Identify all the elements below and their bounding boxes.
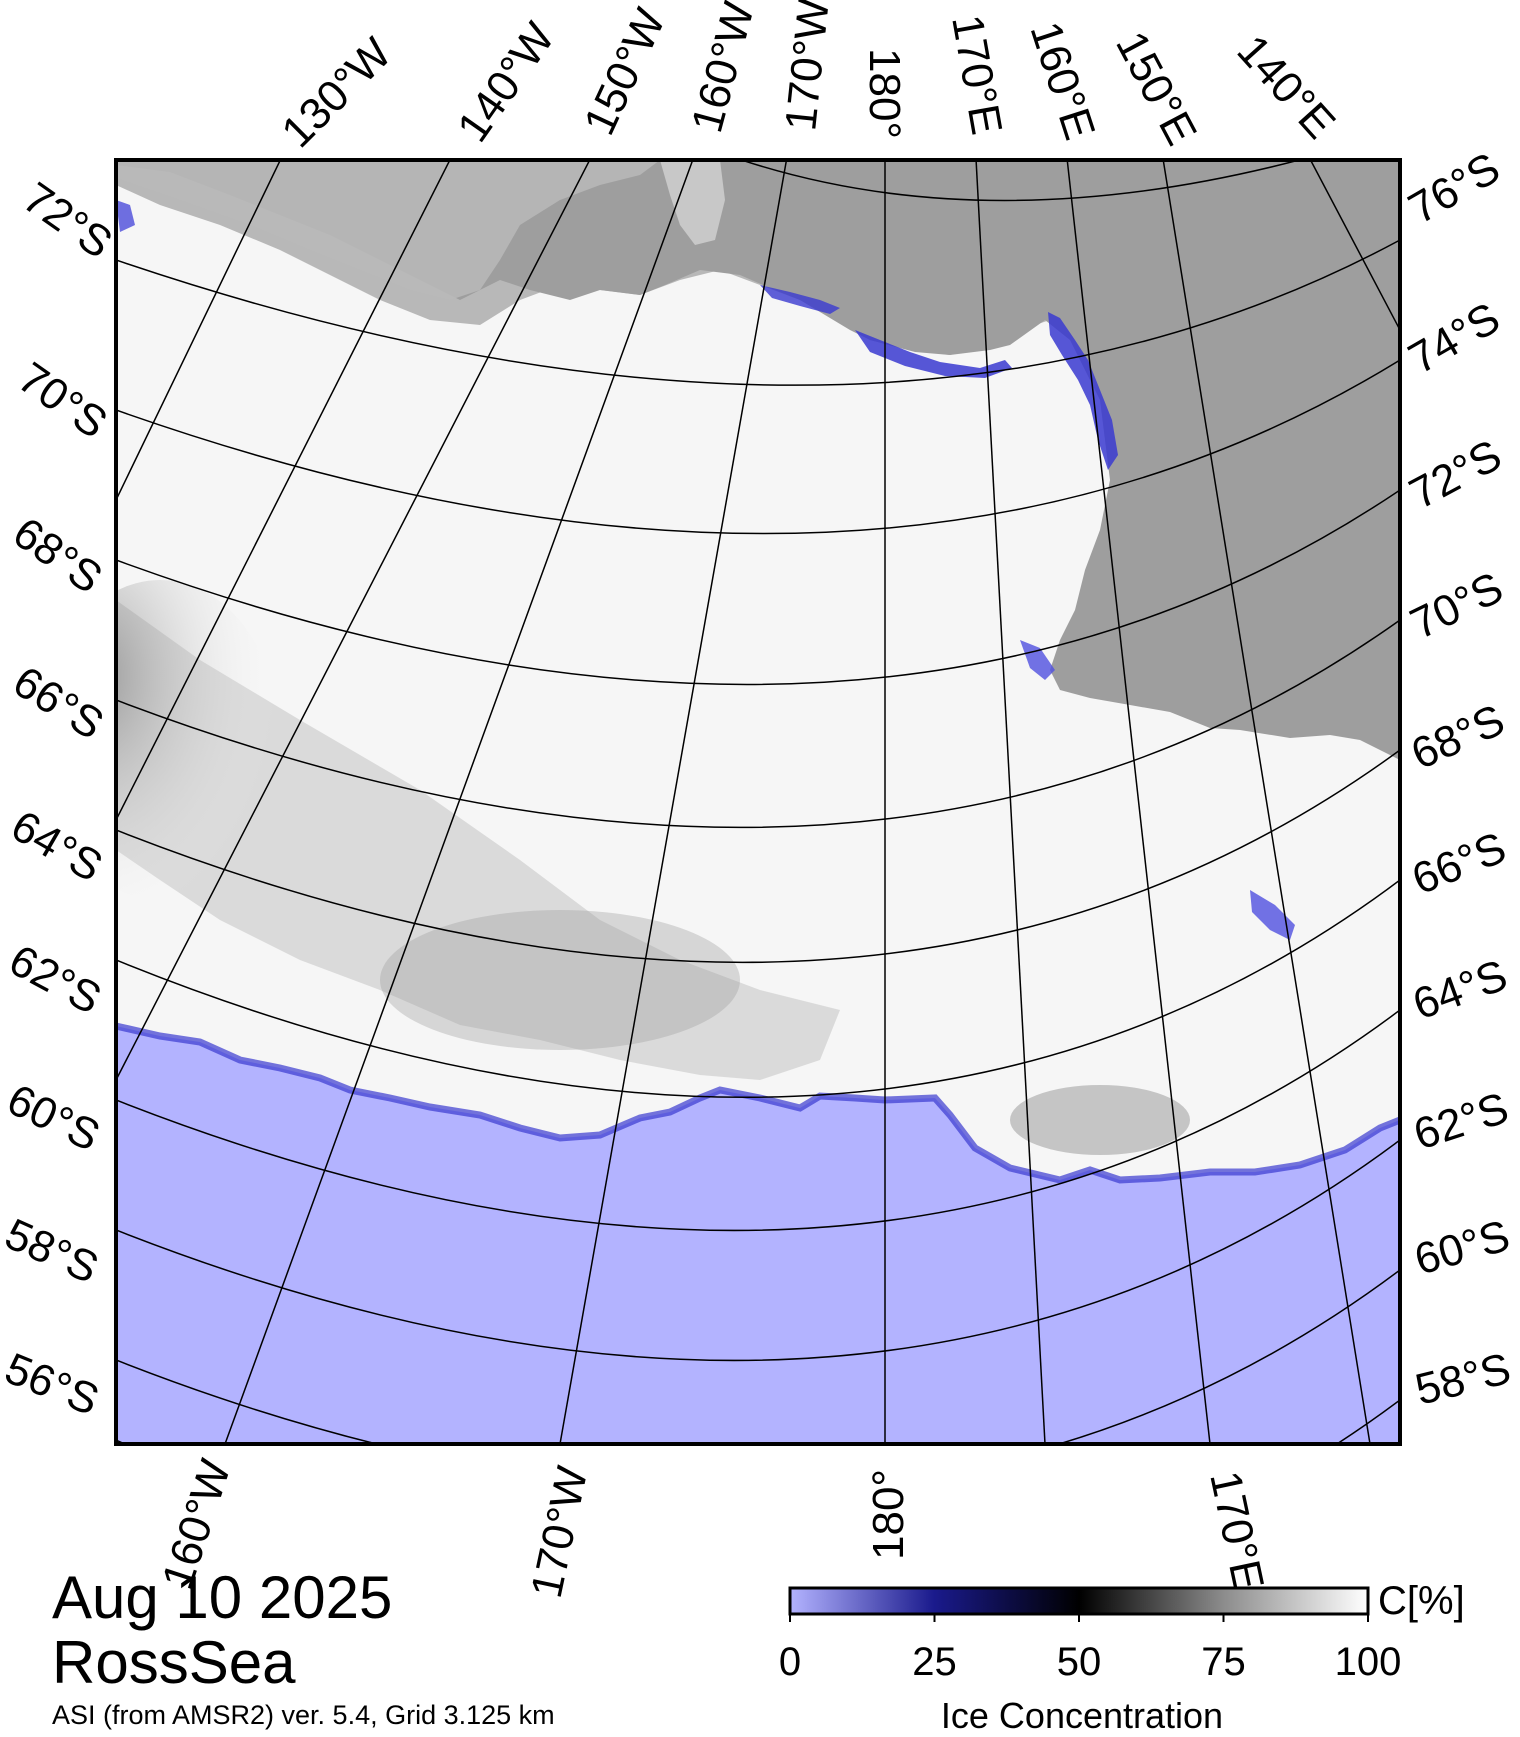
right-lat-label: 64°S — [1407, 951, 1514, 1030]
colorbar-title: Ice Concentration — [941, 1695, 1223, 1736]
land-antarctica — [116, 160, 1400, 760]
ice-shelf-overlay — [116, 160, 660, 300]
top-lon-label: 140°E — [1228, 26, 1345, 148]
right-lat-label: 62°S — [1408, 1083, 1514, 1159]
dark-pack-patch-center — [380, 910, 740, 1050]
colorbar-tick-label: 25 — [912, 1640, 957, 1684]
bottom-lon-label: 170°W — [522, 1462, 598, 1602]
left-lat-labels: 72°S 70°S 68°S 66°S 64°S 62°S 60°S 58°S … — [0, 173, 121, 1425]
right-lat-label: 58°S — [1411, 1344, 1516, 1415]
top-lon-label: 150°W — [575, 1, 676, 142]
colorbar: 0 25 50 75 100 C[%] Ice Concentration — [779, 1579, 1465, 1736]
top-lon-label: 160°W — [682, 0, 764, 138]
left-lat-label: 58°S — [0, 1209, 105, 1293]
bottom-lon-label: 180° — [864, 1469, 913, 1560]
right-lat-label: 70°S — [1403, 563, 1511, 649]
longitude-lines — [116, 160, 1400, 1444]
date-label: Aug 10 2025 — [52, 1564, 393, 1631]
right-lat-label: 66°S — [1405, 823, 1512, 904]
top-lon-label: 180° — [860, 48, 909, 139]
region-label: RossSea — [52, 1629, 296, 1696]
top-lon-label: 150°E — [1106, 24, 1206, 153]
colorbar-tick-label: 100 — [1335, 1640, 1402, 1684]
left-lat-label: 68°S — [4, 508, 111, 603]
colorbar-tick-label: 75 — [1201, 1640, 1246, 1684]
top-lon-label: 160°E — [1020, 16, 1104, 146]
map-frame — [114, 158, 1402, 1446]
right-lat-label: 74°S — [1401, 293, 1509, 383]
left-lat-label: 62°S — [1, 936, 109, 1024]
colorbar-ramp — [788, 1586, 1370, 1616]
left-lat-label: 64°S — [3, 801, 111, 891]
colorbar-unit: C[%] — [1378, 1579, 1465, 1623]
right-lat-label: 60°S — [1409, 1211, 1515, 1285]
polynya-terra-nova — [1020, 640, 1055, 680]
polynya-coast-west — [760, 285, 840, 314]
polynya-balleny — [1250, 890, 1295, 940]
colorbar-tick-label: 50 — [1057, 1640, 1102, 1684]
right-lat-labels: 76°S 74°S 72°S 70°S 68°S 66°S 64°S 62°S … — [1401, 143, 1516, 1414]
left-lat-label: 60°S — [0, 1075, 107, 1161]
top-lon-label: 170°E — [942, 11, 1011, 138]
dark-pack-patch-west — [116, 580, 280, 900]
colorbar-ticks — [789, 1614, 1369, 1622]
latitude-lines — [116, 160, 1400, 1444]
polynya-west-margin — [116, 200, 135, 232]
left-lat-label: 70°S — [9, 353, 116, 448]
bottom-lon-label: 170°E — [1200, 1467, 1273, 1595]
left-lat-label: 66°S — [5, 657, 112, 749]
polynya-ross-shelf-front — [855, 330, 1012, 378]
colorbar-tick-label: 0 — [779, 1640, 801, 1684]
source-label: ASI (from AMSR2) ver. 5.4, Grid 3.125 km — [52, 1700, 555, 1730]
right-lat-label: 68°S — [1404, 695, 1512, 779]
polynya-coast-east — [1048, 312, 1118, 470]
right-lat-label: 76°S — [1401, 143, 1509, 233]
ice-shelf-plateau — [660, 160, 725, 245]
left-lat-label: 56°S — [0, 1344, 106, 1425]
left-lat-label: 72°S — [14, 173, 121, 268]
top-lon-label: 170°W — [776, 0, 839, 133]
ice-edge-band — [116, 1022, 1400, 1184]
right-lat-label: 72°S — [1402, 431, 1510, 519]
top-lon-labels: 130°W 140°W 150°W 160°W 170°W 180° 170°E… — [272, 0, 1344, 157]
dark-pack-patch-east — [1010, 1085, 1190, 1155]
top-lon-label: 130°W — [272, 28, 401, 157]
top-lon-label: 140°W — [448, 14, 564, 151]
